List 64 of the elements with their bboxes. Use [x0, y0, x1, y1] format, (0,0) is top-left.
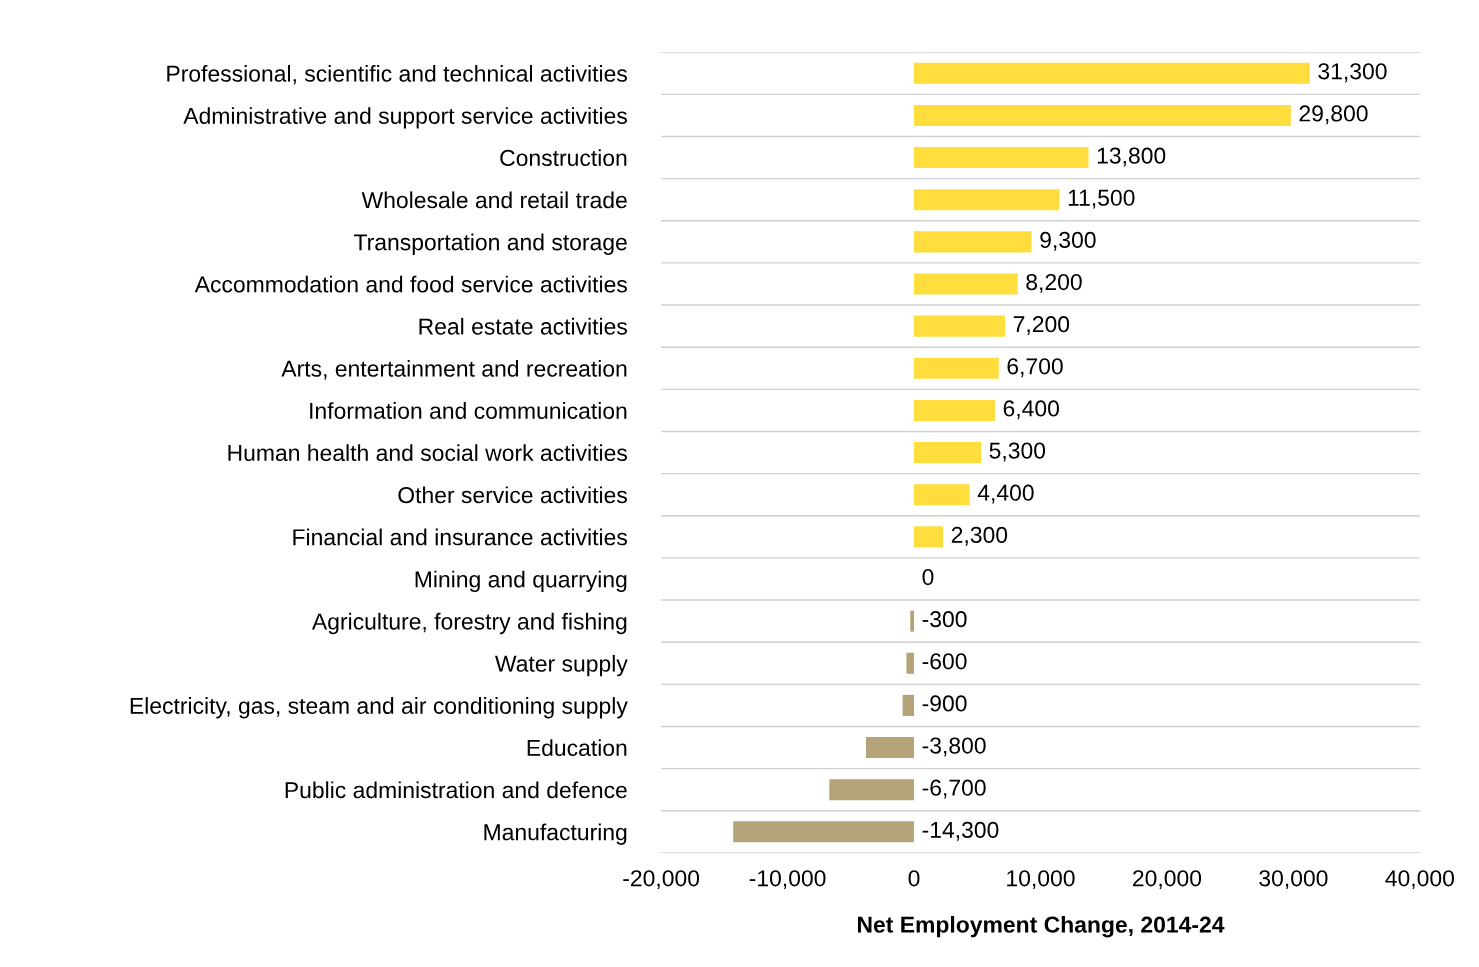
- y-tick-label: Education: [527, 739, 627, 757]
- bar: [914, 231, 1032, 253]
- y-tick-label: Electricity, gas, steam and air conditioning supply: [130, 697, 628, 719]
- data-label: 4,400: [977, 484, 1034, 504]
- y-tick-label: Other service activities: [398, 486, 627, 504]
- data-label: 29,800: [1299, 105, 1368, 125]
- y-tick-label: Wholesale and retail trade: [361, 191, 627, 209]
- x-tick-label: -10,000: [749, 870, 826, 890]
- data-label: -300: [922, 611, 967, 628]
- bar: [914, 526, 944, 548]
- bar: [914, 273, 1018, 295]
- y-tick-label: Professional, scientific and technical activities: [167, 64, 627, 85]
- y-tick-label: Construction: [500, 149, 627, 167]
- y-tick-label: Water supply: [495, 654, 628, 677]
- y-tick-label: Administrative and support service activities: [183, 107, 627, 129]
- data-label: 6,400: [1003, 400, 1059, 420]
- y-tick-label: Manufacturing: [484, 823, 627, 845]
- bar: [865, 737, 915, 759]
- y-tick-label: Transportation and storage: [354, 233, 627, 255]
- bar: [914, 62, 1310, 84]
- y-tick-label: Agriculture, forestry and fishing: [311, 612, 627, 635]
- data-label: 7,200: [1013, 316, 1070, 335]
- data-label: 9,300: [1040, 231, 1096, 251]
- bar: [914, 189, 1060, 211]
- data-label: 13,800: [1097, 147, 1166, 167]
- data-label: -6,700: [922, 779, 986, 799]
- y-tick-label: Arts, entertainment and recreation: [281, 359, 627, 380]
- bar: [914, 484, 970, 506]
- data-label: 11,500: [1068, 189, 1135, 209]
- x-tick-label: 30,000: [1259, 870, 1328, 890]
- bar: [906, 652, 915, 674]
- data-label: 2,300: [951, 526, 1008, 546]
- bar: [733, 821, 915, 843]
- data-label: -14,300: [922, 821, 999, 841]
- data-label: 31,300: [1318, 63, 1387, 83]
- x-tick-label: 20,000: [1133, 870, 1202, 890]
- y-tick-label: Human health and social work activities: [228, 444, 627, 462]
- bar: [914, 399, 995, 421]
- data-label: 5,300: [989, 442, 1046, 462]
- data-label: 0: [922, 568, 934, 586]
- data-label: -600: [922, 653, 967, 670]
- data-label: 8,200: [1026, 273, 1082, 293]
- bar: [902, 694, 915, 716]
- x-axis-title: Net Employment Change, 2014-24: [857, 915, 1225, 938]
- y-tick-label: Mining and quarrying: [415, 570, 627, 593]
- x-tick-label: 40,000: [1385, 870, 1454, 890]
- x-tick-label: 10,000: [1007, 870, 1075, 890]
- x-tick-label: -20,000: [623, 870, 700, 890]
- y-tick-label: Public administration and defence: [285, 781, 627, 799]
- data-label: -3,800: [922, 737, 986, 757]
- y-tick-label: Real estate activities: [419, 317, 627, 335]
- y-tick-label: Financial and insurance activities: [293, 528, 627, 546]
- data-label: 6,700: [1007, 358, 1063, 378]
- y-tick-label: Information and communication: [310, 402, 627, 419]
- bar: [914, 442, 982, 464]
- bar: [914, 315, 1006, 337]
- bar: [910, 610, 915, 632]
- y-tick-label: Accommodation and food service activities: [194, 275, 627, 293]
- bar: [914, 147, 1089, 169]
- data-label: -900: [922, 695, 967, 712]
- bar: [914, 104, 1291, 126]
- bar: [914, 357, 999, 379]
- x-tick-label: 0: [908, 870, 920, 887]
- bar: [829, 779, 915, 801]
